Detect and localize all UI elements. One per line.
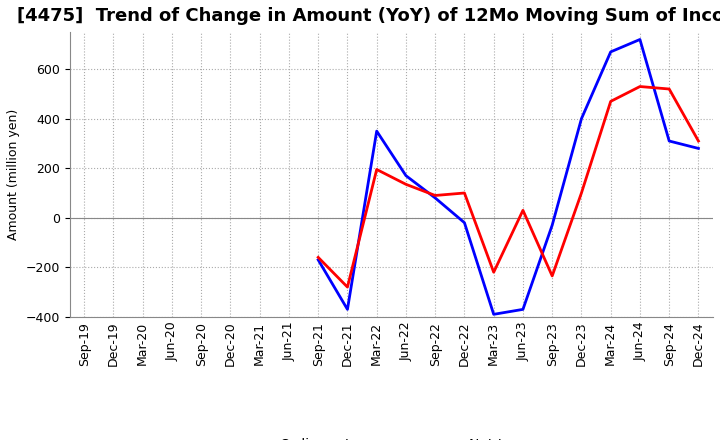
Net Income bbox=[431, 193, 439, 198]
Net Income bbox=[490, 270, 498, 275]
Ordinary Income bbox=[431, 195, 439, 201]
Ordinary Income bbox=[314, 257, 323, 263]
Net Income bbox=[636, 84, 644, 89]
Net Income bbox=[518, 208, 527, 213]
Ordinary Income bbox=[577, 116, 586, 121]
Ordinary Income bbox=[372, 128, 381, 134]
Net Income bbox=[343, 284, 352, 290]
Net Income bbox=[372, 167, 381, 172]
Y-axis label: Amount (million yen): Amount (million yen) bbox=[7, 109, 20, 240]
Ordinary Income bbox=[460, 220, 469, 225]
Ordinary Income bbox=[490, 312, 498, 317]
Net Income bbox=[694, 138, 703, 143]
Ordinary Income bbox=[606, 49, 615, 55]
Ordinary Income bbox=[343, 307, 352, 312]
Ordinary Income bbox=[636, 37, 644, 42]
Net Income bbox=[460, 191, 469, 196]
Net Income bbox=[548, 273, 557, 279]
Net Income bbox=[402, 182, 410, 187]
Title: [4475]  Trend of Change in Amount (YoY) of 12Mo Moving Sum of Incomes: [4475] Trend of Change in Amount (YoY) o… bbox=[17, 7, 720, 25]
Ordinary Income bbox=[518, 307, 527, 312]
Net Income bbox=[577, 191, 586, 196]
Ordinary Income bbox=[665, 138, 673, 143]
Line: Ordinary Income: Ordinary Income bbox=[318, 40, 698, 314]
Line: Net Income: Net Income bbox=[318, 87, 698, 287]
Net Income bbox=[314, 255, 323, 260]
Ordinary Income bbox=[694, 146, 703, 151]
Ordinary Income bbox=[548, 223, 557, 228]
Legend: Ordinary Income, Net Income: Ordinary Income, Net Income bbox=[228, 433, 554, 440]
Net Income bbox=[606, 99, 615, 104]
Net Income bbox=[665, 86, 673, 92]
Ordinary Income bbox=[402, 173, 410, 178]
